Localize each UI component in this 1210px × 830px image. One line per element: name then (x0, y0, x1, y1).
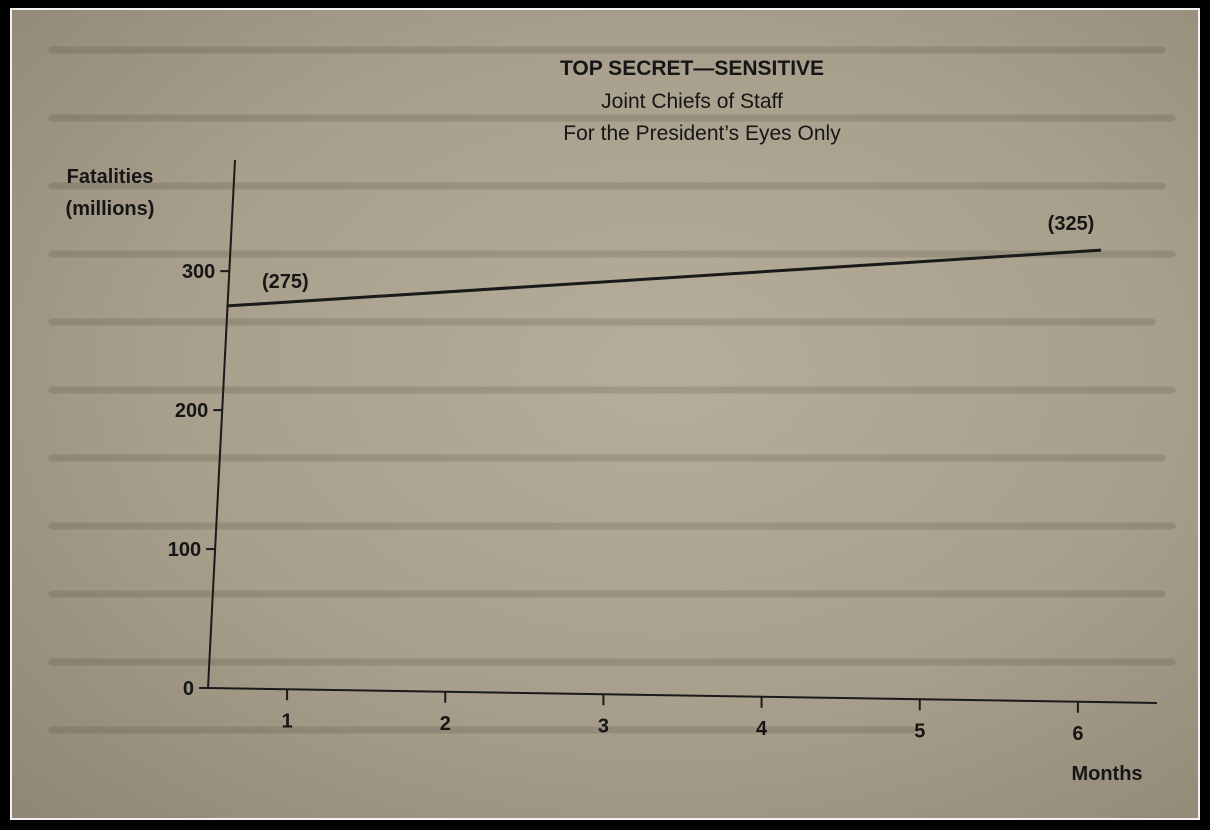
x-tick-label: 3 (598, 715, 609, 737)
x-tick-label: 4 (756, 718, 768, 740)
fatalities-chart: TOP SECRET—SENSITIVE Joint Chiefs of Sta… (66, 57, 1158, 785)
x-tick-label: 1 (282, 710, 293, 732)
x-tick-label: 5 (914, 720, 925, 742)
y-tick-label: 100 (168, 539, 201, 561)
y-tick-label: 200 (175, 400, 208, 422)
x-axis (207, 687, 1158, 704)
series-line (227, 248, 1102, 308)
x-ticks: 1 2 3 4 5 6 (282, 689, 1083, 745)
y-tick-label: 0 (183, 678, 194, 700)
page-bleed-through-texture (48, 46, 1176, 734)
y-axis (207, 159, 236, 689)
chart-title: TOP SECRET—SENSITIVE (560, 57, 824, 80)
annotations-layer: (275) (325) (262, 213, 1094, 293)
x-axis-label: Months (1071, 763, 1142, 785)
series-layer (227, 248, 1102, 308)
x-tick-label: 2 (440, 713, 451, 735)
photo-frame: TOP SECRET—SENSITIVE Joint Chiefs of Sta… (10, 8, 1200, 820)
y-axis-label-line-2: (millions) (66, 198, 155, 220)
x-tick-label: 6 (1072, 723, 1083, 745)
y-tick-label: 300 (182, 261, 215, 283)
y-axis-label-line-1: Fatalities (67, 166, 154, 188)
y-ticks: 0 100 200 300 (168, 261, 230, 700)
chart-subtitle-line-2: For the President’s Eyes Only (563, 122, 841, 145)
data-label: (325) (1048, 213, 1095, 235)
data-label: (275) (262, 271, 309, 293)
chart-subtitle-line-1: Joint Chiefs of Staff (601, 90, 783, 113)
